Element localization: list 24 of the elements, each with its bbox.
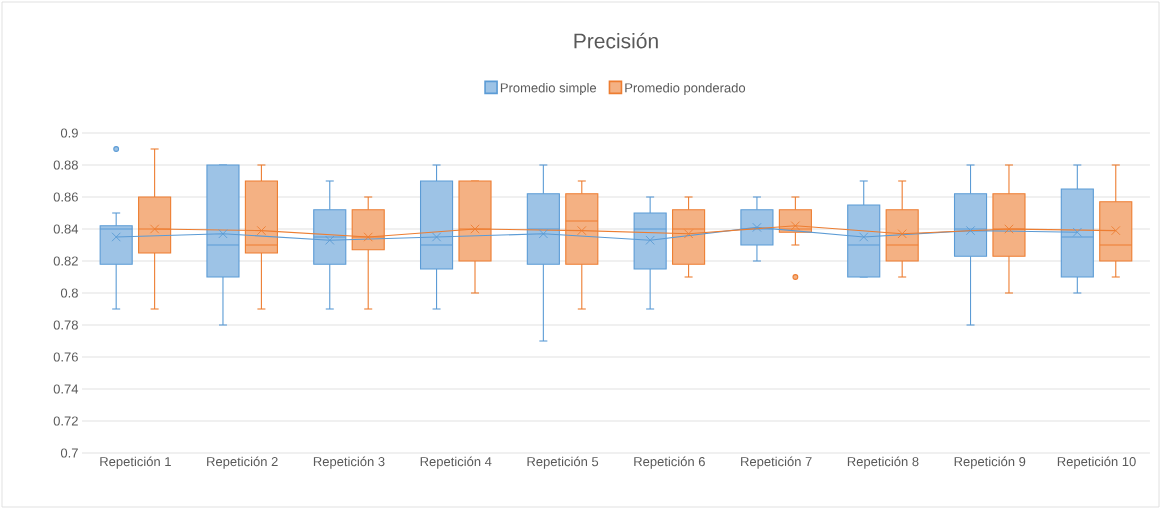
chart-title: Precisión <box>574 32 658 49</box>
y-tick-label: 0.86 <box>53 192 78 202</box>
y-tick-label: 0.7 <box>60 448 78 458</box>
y-tick-label: 0.84 <box>53 224 79 234</box>
x-tick-label: Repetición 1 <box>100 456 171 469</box>
x-tick-label: Repetición 10 <box>1057 456 1136 469</box>
x-tick-label: Repetición 4 <box>420 456 492 469</box>
legend-label: Promedio simple <box>500 82 597 96</box>
y-tick-label: 0.8 <box>60 288 78 298</box>
x-tick-label: Repetición 7 <box>741 456 812 469</box>
y-tick-label: 0.88 <box>53 160 78 170</box>
y-tick-label: 0.9 <box>60 128 78 138</box>
x-tick-label: Repetición 3 <box>313 456 385 469</box>
x-tick-label: Repetición 5 <box>527 456 599 469</box>
y-tick-label: 0.82 <box>53 256 78 266</box>
x-tick-label: Repetición 9 <box>954 456 1026 469</box>
legend-label: Promedio ponderado <box>625 82 746 96</box>
y-tick-label: 0.78 <box>53 320 78 330</box>
x-tick-label: Repetición 8 <box>847 456 919 469</box>
x-tick-label: Repetición 6 <box>634 456 705 469</box>
y-tick-label: 0.74 <box>53 384 79 394</box>
y-tick-label: 0.76 <box>53 352 78 362</box>
x-tick-label: Repetición 2 <box>207 456 278 469</box>
y-tick-label: 0.72 <box>53 416 78 426</box>
